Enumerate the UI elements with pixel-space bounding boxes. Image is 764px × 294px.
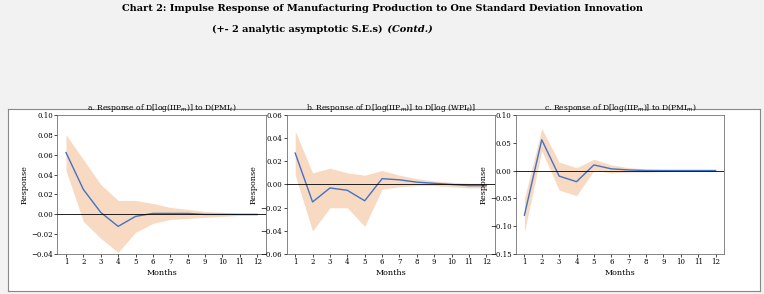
Title: b. Response of D[log(IIP$_{m}$)] to D[log (WPI$_{t}$)]: b. Response of D[log(IIP$_{m}$)] to D[lo… [306, 103, 476, 114]
Y-axis label: Response: Response [21, 165, 29, 204]
Text: (Contd.): (Contd.) [384, 25, 432, 34]
X-axis label: Months: Months [375, 269, 406, 277]
Y-axis label: Response: Response [250, 165, 258, 204]
Y-axis label: Response: Response [479, 165, 487, 204]
X-axis label: Months: Months [604, 269, 636, 277]
Title: a. Response of D[log(IIP$_{m}$)] to D(PMI$_{t}$): a. Response of D[log(IIP$_{m}$)] to D(PM… [87, 103, 236, 114]
Title: c. Response of D[log(IIP$_{m}$)] to D(PMI$_{m}$): c. Response of D[log(IIP$_{m}$)] to D(PM… [544, 103, 696, 114]
Text: Chart 2: Impulse Response of Manufacturing Production to One Standard Deviation : Chart 2: Impulse Response of Manufacturi… [121, 4, 643, 14]
X-axis label: Months: Months [146, 269, 177, 277]
Text: (+- 2 analytic asymptotic S.E.s): (+- 2 analytic asymptotic S.E.s) [212, 25, 382, 34]
